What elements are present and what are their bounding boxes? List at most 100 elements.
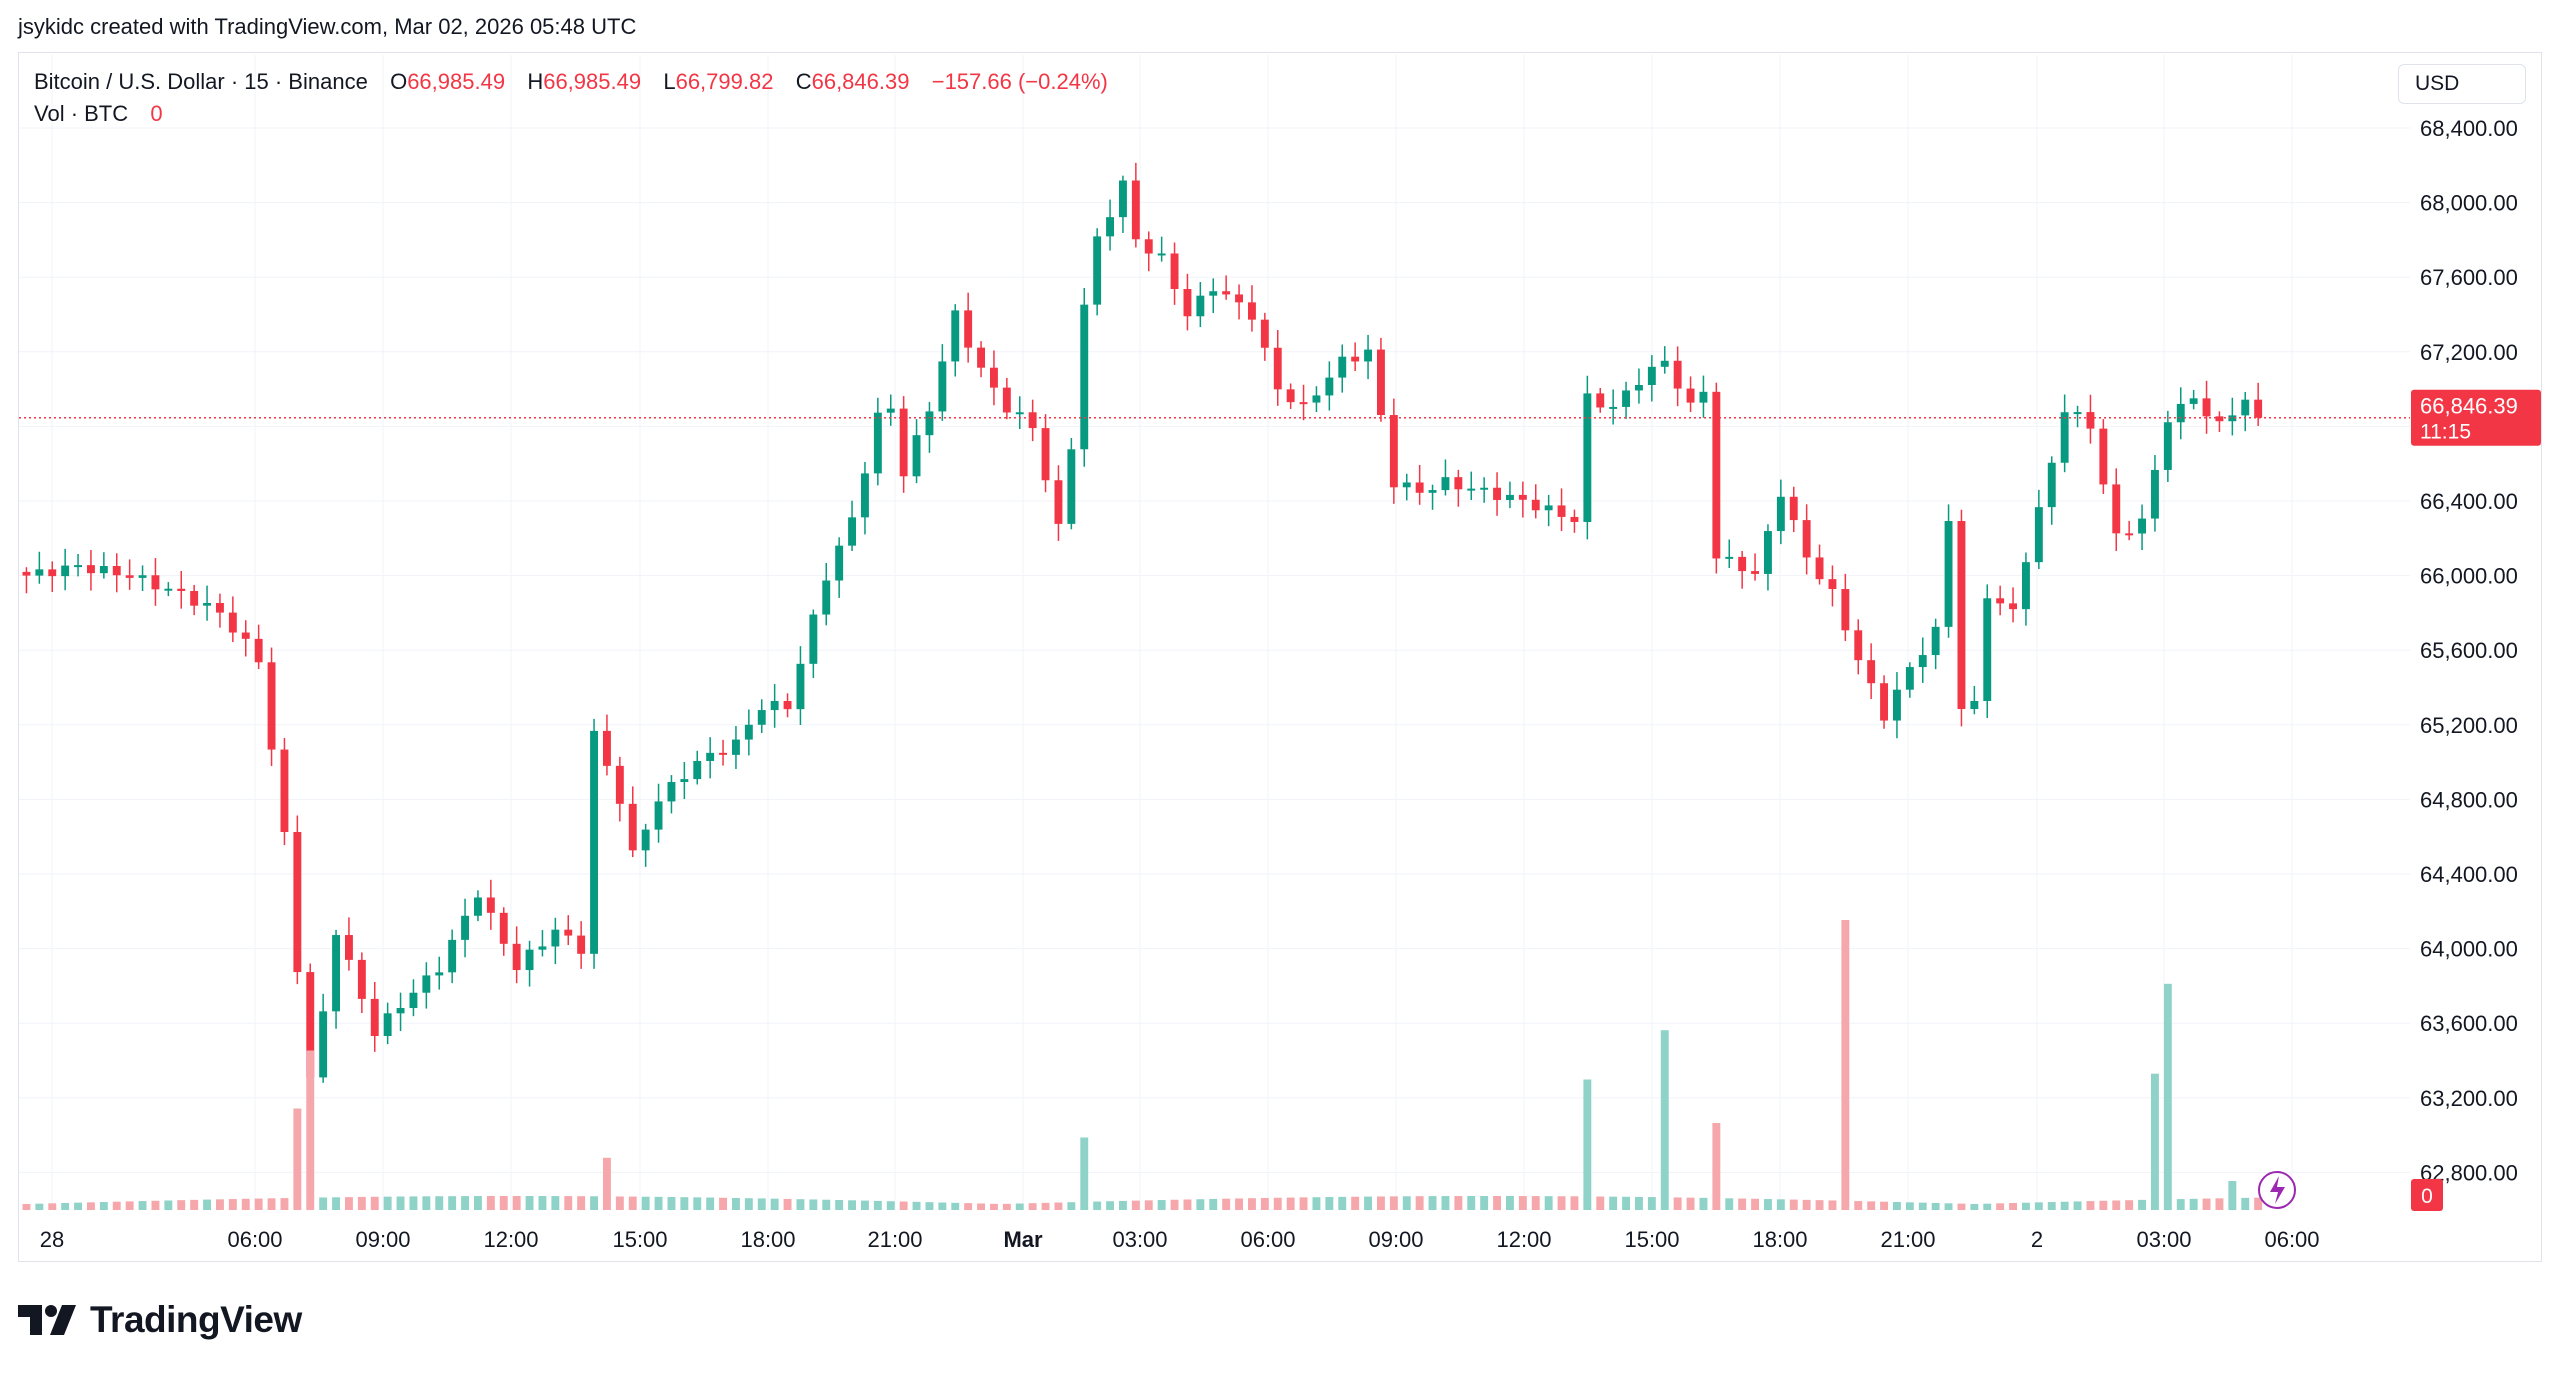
- volume-bar: [1609, 1196, 1618, 1210]
- candle-body: [1776, 496, 1785, 532]
- candle-body: [1712, 391, 1721, 559]
- candle-body: [1893, 689, 1901, 721]
- candle-body: [2176, 403, 2185, 423]
- candle-body: [461, 915, 469, 940]
- currency-selector[interactable]: USD: [2398, 64, 2526, 104]
- volume-bar: [1389, 1196, 1398, 1210]
- candle-body: [886, 408, 895, 413]
- candle-body: [1428, 490, 1437, 493]
- candle-body: [628, 803, 637, 851]
- volume-label[interactable]: Vol · BTC: [34, 101, 129, 126]
- chart-pane[interactable]: [18, 52, 2542, 1262]
- candle-body: [1041, 428, 1050, 481]
- candle-body: [2112, 484, 2121, 534]
- volume-bar: [435, 1196, 444, 1210]
- volume-bar: [2163, 983, 2172, 1210]
- y-tick-label: 64,000.00: [2420, 937, 2518, 962]
- close-value: 66,846.39: [811, 69, 910, 94]
- volume-bar: [1918, 1202, 1927, 1210]
- candle-body: [1931, 626, 1940, 656]
- candle-body: [1273, 347, 1282, 390]
- y-tick-label: 66,400.00: [2420, 489, 2518, 514]
- volume-bar: [241, 1198, 250, 1210]
- volume-bar: [1428, 1196, 1437, 1210]
- volume-bar: [2215, 1198, 2224, 1210]
- candle-body: [1131, 180, 1140, 240]
- candle-body: [1002, 387, 1011, 413]
- volume-bar: [667, 1197, 676, 1210]
- candle-body: [551, 929, 560, 947]
- volume-bar: [2022, 1202, 2030, 1210]
- candle-body: [1480, 487, 1489, 490]
- candle-body: [1647, 366, 1656, 385]
- candle-body: [138, 575, 147, 578]
- volume-bar: [1880, 1201, 1888, 1210]
- candle-body: [680, 779, 689, 783]
- volume-bar: [1815, 1200, 1824, 1210]
- volume-bar: [1712, 1123, 1721, 1210]
- volume-bar: [112, 1201, 121, 1210]
- last-price-tag-value: 66,846.39: [2420, 394, 2518, 419]
- y-tick-label: 65,200.00: [2420, 713, 2518, 738]
- volume-bar: [628, 1196, 637, 1210]
- candle-body: [383, 1013, 392, 1037]
- candle-body: [61, 565, 70, 577]
- candle-body: [357, 959, 366, 999]
- candle-body: [1119, 180, 1127, 218]
- candle-body: [228, 612, 237, 633]
- candle-body: [370, 998, 379, 1037]
- volume-bar: [2176, 1199, 2185, 1210]
- candle-body: [267, 662, 276, 750]
- candle-body: [1970, 700, 1979, 709]
- volume-bar: [1222, 1198, 1231, 1210]
- volume-bar: [1041, 1202, 1050, 1210]
- candle-body: [1415, 482, 1424, 493]
- candle-body: [641, 829, 650, 851]
- volume-bar: [1415, 1196, 1424, 1210]
- low-label: L: [663, 69, 676, 94]
- candle-body: [1506, 494, 1514, 500]
- candle-body: [835, 545, 844, 581]
- volume-bar: [1493, 1196, 1501, 1210]
- symbol-title[interactable]: Bitcoin / U.S. Dollar · 15 · Binance: [34, 69, 368, 94]
- candle-body: [1054, 480, 1063, 524]
- candle-body: [1325, 377, 1334, 396]
- volume-bar: [1596, 1196, 1605, 1210]
- volume-bar: [1776, 1199, 1785, 1210]
- volume-bar: [48, 1203, 57, 1210]
- volume-bar: [1673, 1197, 1682, 1210]
- candle-body: [74, 565, 82, 568]
- tradingview-logo-icon: [18, 1305, 76, 1335]
- volume-bar: [1802, 1199, 1811, 1210]
- candle-body: [2125, 533, 2134, 536]
- volume-bar: [1738, 1198, 1747, 1210]
- volume-bar: [2138, 1199, 2146, 1210]
- volume-bar: [190, 1199, 199, 1210]
- candle-body: [538, 946, 547, 950]
- volume-bar: [1467, 1196, 1476, 1210]
- candle-body: [744, 724, 753, 740]
- candle-body: [87, 565, 95, 574]
- volume-bar: [1996, 1203, 2005, 1210]
- candle-body: [2228, 415, 2237, 422]
- candle-body: [1196, 295, 1205, 317]
- candle-body: [1454, 477, 1463, 490]
- candle-body: [48, 569, 57, 577]
- volume-bar: [499, 1196, 508, 1210]
- volume-bar: [164, 1200, 173, 1210]
- x-tick-label: 21:00: [1880, 1227, 1935, 1252]
- volume-bar: [1248, 1198, 1256, 1210]
- volume-bar: [1531, 1196, 1540, 1210]
- x-tick-label: 18:00: [1752, 1227, 1807, 1252]
- candle-body: [873, 412, 882, 474]
- x-tick-label: Mar: [1003, 1227, 1043, 1252]
- volume-bar: [1260, 1197, 1269, 1210]
- volume-bar: [2099, 1200, 2108, 1210]
- volume-bar: [757, 1198, 766, 1210]
- tradingview-wordmark: TradingView: [90, 1299, 302, 1340]
- candle-body: [1248, 302, 1256, 320]
- chart-caption: jsykidc created with TradingView.com, Ma…: [18, 14, 637, 39]
- volume-tag-value: 0: [2421, 1185, 2433, 1208]
- volume-bar: [1506, 1196, 1514, 1210]
